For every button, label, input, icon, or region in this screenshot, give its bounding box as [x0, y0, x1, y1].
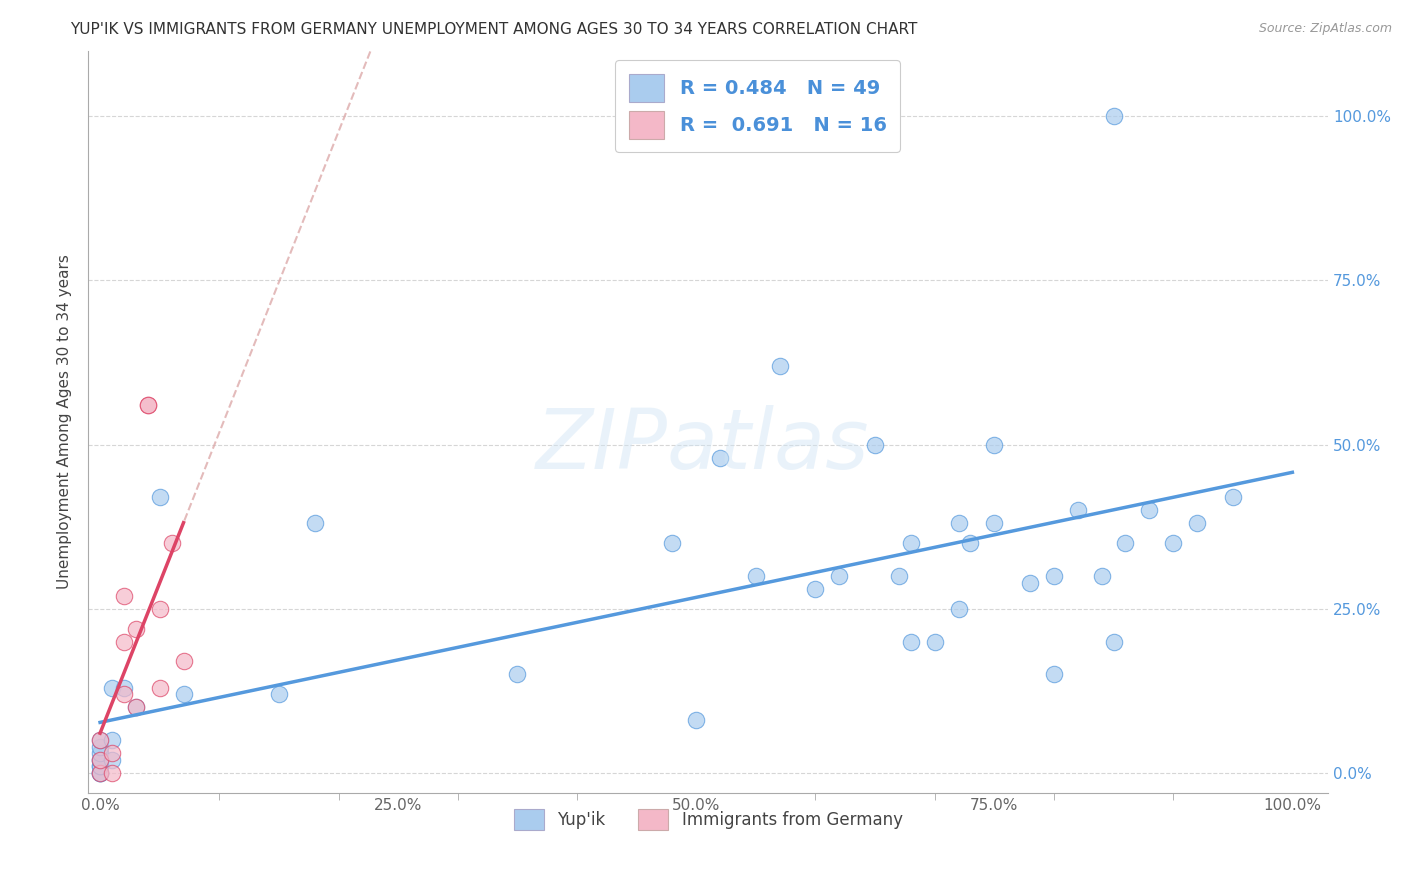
Point: [112, 681, 135, 695]
Point: [804, 582, 827, 596]
Point: [125, 700, 148, 714]
Point: [1102, 634, 1125, 648]
Point: [160, 536, 183, 550]
Point: [136, 398, 159, 412]
Point: [101, 733, 124, 747]
Point: [112, 687, 135, 701]
Point: [173, 654, 195, 668]
Point: [983, 516, 1005, 531]
Point: [136, 398, 159, 412]
Point: [101, 753, 124, 767]
Point: [506, 667, 529, 681]
Point: [125, 700, 148, 714]
Point: [89, 766, 111, 780]
Point: [959, 536, 981, 550]
Y-axis label: Unemployment Among Ages 30 to 34 years: Unemployment Among Ages 30 to 34 years: [58, 254, 72, 589]
Point: [769, 359, 792, 373]
Point: [149, 490, 172, 504]
Point: [948, 602, 970, 616]
Point: [89, 759, 111, 773]
Point: [948, 516, 970, 531]
Point: [89, 766, 111, 780]
Text: YUP'IK VS IMMIGRANTS FROM GERMANY UNEMPLOYMENT AMONG AGES 30 TO 34 YEARS CORRELA: YUP'IK VS IMMIGRANTS FROM GERMANY UNEMPL…: [70, 22, 918, 37]
Point: [304, 516, 326, 531]
Point: [89, 739, 111, 754]
Point: [1091, 569, 1114, 583]
Point: [1137, 503, 1160, 517]
Point: [887, 569, 910, 583]
Point: [1019, 575, 1042, 590]
Legend: Yup'ik, Immigrants from Germany: Yup'ik, Immigrants from Germany: [506, 803, 910, 837]
Point: [863, 437, 886, 451]
Point: [1161, 536, 1184, 550]
Point: [1043, 667, 1066, 681]
Point: [685, 714, 707, 728]
Point: [267, 687, 290, 701]
Point: [661, 536, 683, 550]
Point: [112, 589, 135, 603]
Point: [125, 622, 148, 636]
Point: [101, 681, 124, 695]
Point: [828, 569, 851, 583]
Point: [983, 437, 1005, 451]
Point: [709, 450, 731, 465]
Point: [1185, 516, 1208, 531]
Point: [924, 634, 946, 648]
Point: [1043, 569, 1066, 583]
Point: [112, 634, 135, 648]
Point: [1067, 503, 1090, 517]
Point: [900, 634, 922, 648]
Point: [149, 681, 172, 695]
Point: [89, 733, 111, 747]
Point: [900, 536, 922, 550]
Text: ZIPatlas: ZIPatlas: [536, 406, 870, 486]
Point: [89, 733, 111, 747]
Point: [149, 602, 172, 616]
Point: [173, 687, 195, 701]
Point: [89, 753, 111, 767]
Point: [101, 746, 124, 760]
Point: [89, 766, 111, 780]
Point: [89, 766, 111, 780]
Point: [101, 766, 124, 780]
Point: [1102, 109, 1125, 123]
Point: [745, 569, 768, 583]
Point: [1114, 536, 1136, 550]
Point: [89, 753, 111, 767]
Point: [1222, 490, 1244, 504]
Point: [89, 759, 111, 773]
Point: [89, 753, 111, 767]
Point: [89, 746, 111, 760]
Text: Source: ZipAtlas.com: Source: ZipAtlas.com: [1258, 22, 1392, 36]
